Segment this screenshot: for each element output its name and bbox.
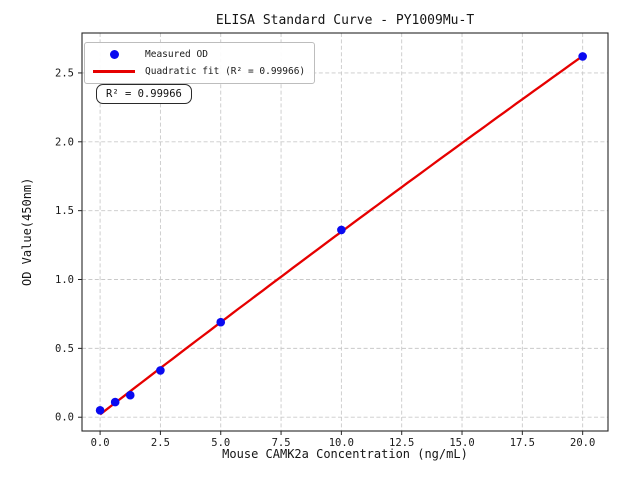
legend-entry-measured-od: Measured OD [91,47,305,61]
data-point [337,225,346,235]
data-point [156,366,165,375]
data-point [95,406,105,415]
x-tick-label: 12.5 [389,437,414,449]
data-points [95,52,587,415]
x-axis-label: Mouse CAMK2a Concentration (ng/mL) [222,447,468,461]
y-tick-label: 0.5 [55,343,74,355]
r-squared-annotation: R² = 0.99966 [96,84,192,104]
y-axis-label: OD Value(450nm) [20,177,34,287]
legend-marker-col [91,49,137,59]
x-tick-label: 0.0 [91,437,110,449]
data-point [110,397,120,407]
axes-frame [81,32,609,432]
x-tick-label: 17.5 [510,437,535,449]
x-tick-labels: 0.0 2.5 5.0 7.5 10.0 12.5 15.0 17.5 20.0 [91,437,596,449]
legend-entry-quadratic-fit: Quadratic fit (R² = 0.99966) [91,64,305,78]
y-tick-label: 1.0 [55,274,74,286]
tick-marks [78,72,584,435]
x-tick-label: 15.0 [449,437,474,449]
y-tick-label: 2.0 [55,136,74,148]
legend-label: Quadratic fit (R² = 0.99966) [145,65,306,77]
y-tick-label: 2.5 [55,67,74,79]
x-tick-label: 20.0 [570,437,595,449]
x-tick-label: 5.0 [211,437,230,449]
y-tick-label: 1.5 [55,205,74,217]
x-tick-label: 2.5 [151,437,170,449]
scatter-dot-marker-icon [109,49,119,59]
legend-marker-col [91,69,137,73]
legend-label: Measured OD [145,48,208,60]
y-tick-label: 0.0 [55,412,74,424]
data-point [216,317,226,327]
gridlines [82,33,608,431]
y-tick-labels: 0.0 0.5 1.0 1.5 2.0 2.5 [55,67,74,423]
legend: Measured OD Quadratic fit (R² = 0.99966) [84,42,316,84]
data-point [125,390,135,400]
chart-title: ELISA Standard Curve - PY1009Mu-T [215,13,475,28]
x-tick-label: 7.5 [272,437,291,449]
data-point [578,52,587,61]
fit-line-marker-icon [93,69,135,73]
x-tick-label: 10.0 [329,437,354,449]
